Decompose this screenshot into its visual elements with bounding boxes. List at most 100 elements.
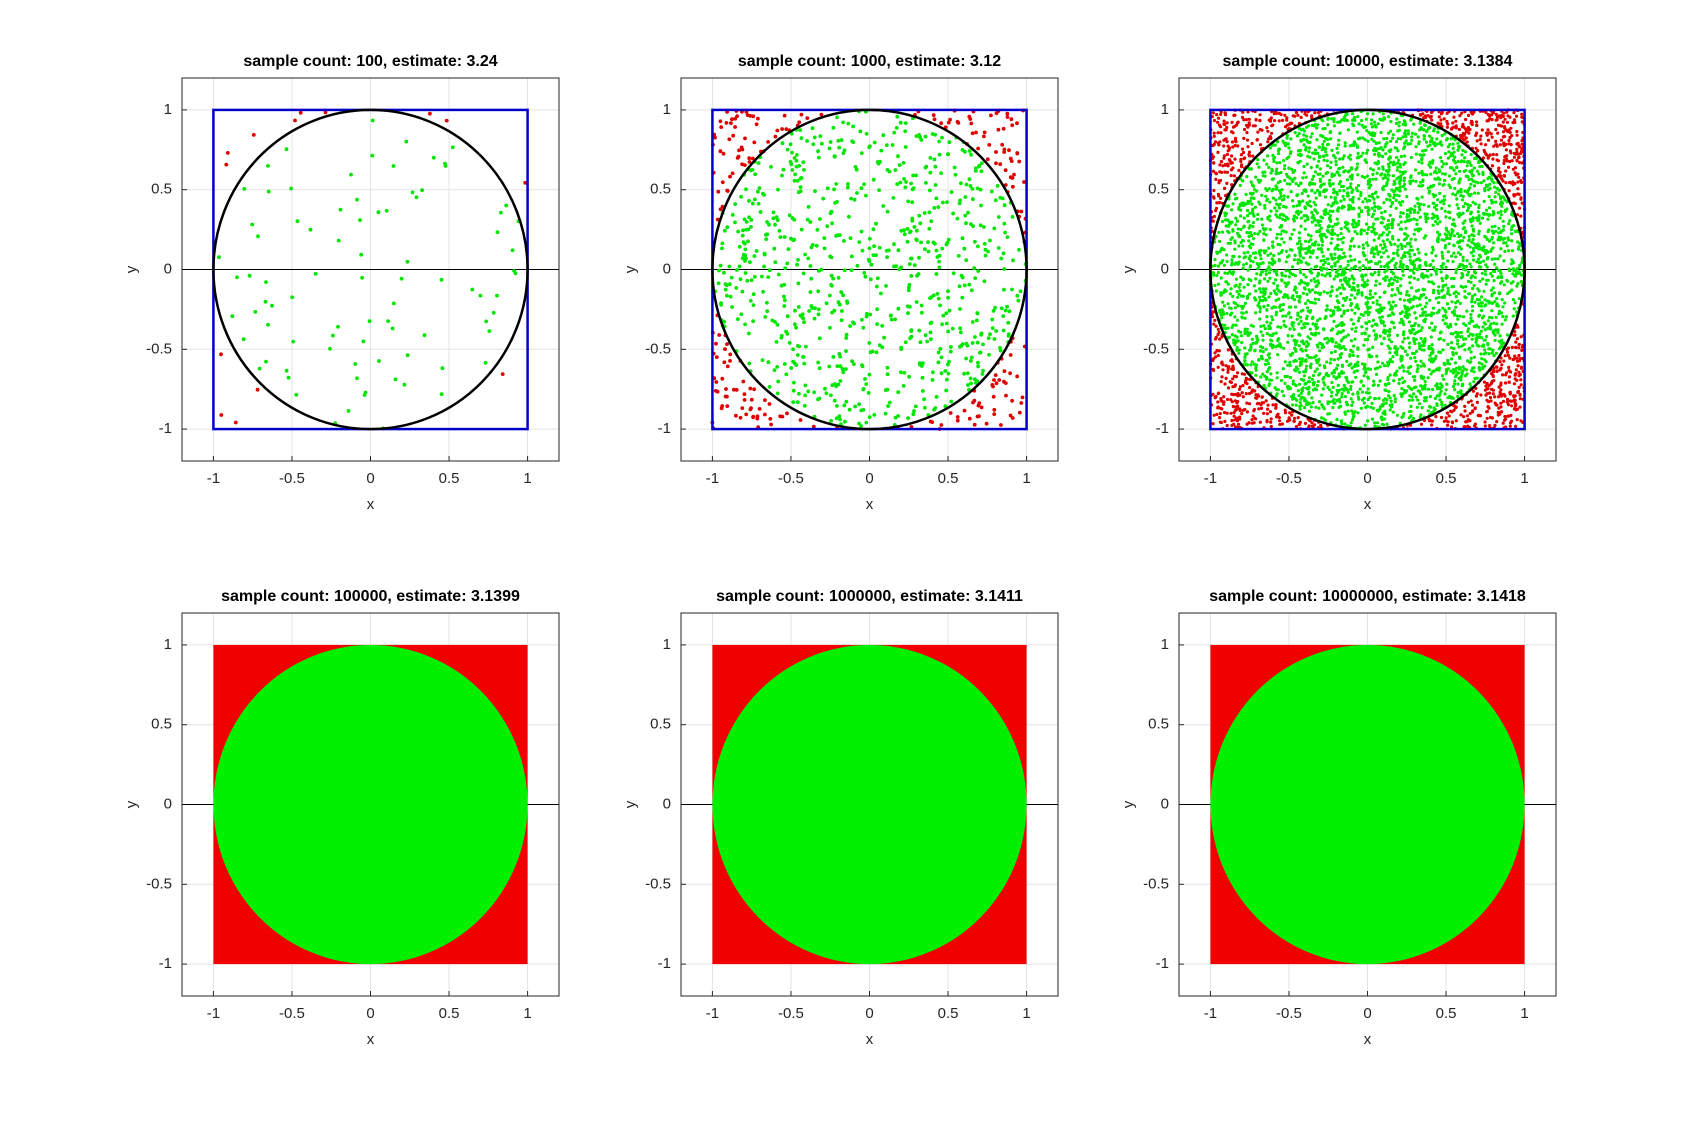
sample-dot (1432, 129, 1436, 133)
sample-dot (1450, 166, 1454, 170)
sample-dot (1459, 247, 1463, 251)
sample-dot (1256, 304, 1260, 308)
sample-dot (1520, 161, 1524, 165)
sample-dot (805, 116, 810, 120)
sample-dot (1508, 399, 1512, 403)
sample-dot (1280, 249, 1284, 253)
sample-dot (1406, 234, 1410, 238)
sample-dot (1438, 141, 1442, 146)
sample-dot (1238, 289, 1242, 293)
sample-dot (1517, 353, 1521, 358)
sample-dot (1344, 118, 1348, 122)
sample-dot (860, 363, 864, 368)
sample-dot (1476, 257, 1480, 261)
sample-dot (778, 414, 783, 419)
sample-dot (1519, 366, 1523, 370)
sample-dot (1378, 260, 1382, 264)
sample-dot (1351, 400, 1355, 404)
sample-dot (923, 134, 928, 139)
sample-dot (734, 388, 739, 392)
sample-dot (832, 187, 836, 192)
sample-dot (1325, 341, 1329, 345)
sample-dot (1396, 288, 1400, 292)
sample-dot (1514, 424, 1518, 428)
sample-dot (917, 213, 922, 218)
sample-dot (938, 347, 943, 351)
sample-dot (875, 322, 879, 326)
sample-dot (1284, 325, 1288, 329)
sample-dot (1326, 247, 1330, 251)
sample-dot (877, 245, 882, 250)
sample-dot (1317, 331, 1321, 335)
sample-dot (964, 258, 969, 262)
sample-dot (1332, 319, 1336, 323)
sample-dot (835, 115, 839, 120)
sample-dot (941, 200, 945, 205)
sample-dot (984, 421, 989, 426)
sample-dot (1288, 176, 1292, 180)
sample-dot (1260, 270, 1264, 274)
sample-dot (1460, 384, 1464, 388)
sample-dot (928, 330, 933, 335)
sample-dot (1445, 302, 1450, 306)
sample-dot (908, 229, 913, 234)
sample-dot (1416, 135, 1420, 139)
sample-dot (1386, 162, 1391, 166)
sample-dot (1491, 330, 1495, 334)
sample-dot (1499, 213, 1503, 217)
sample-dot (1514, 345, 1518, 350)
sample-dot (1236, 120, 1240, 124)
sample-dot (1468, 203, 1472, 208)
sample-dot (1461, 239, 1465, 243)
sample-dot (1302, 133, 1306, 137)
sample-dot (913, 404, 918, 409)
sample-dot (1464, 264, 1468, 269)
sample-dot (1283, 381, 1287, 385)
sample-dot (1424, 260, 1428, 265)
sample-dot (1414, 179, 1418, 183)
sample-dot (1418, 202, 1423, 206)
sample-dot (831, 355, 836, 359)
sample-dot (813, 306, 817, 311)
sample-dot (1309, 405, 1313, 409)
sample-dot (1384, 142, 1388, 146)
sample-dot (1409, 118, 1413, 122)
sample-dot (1480, 308, 1484, 313)
sample-dot (219, 352, 223, 357)
sample-dot (982, 279, 987, 284)
sample-dot (1240, 165, 1244, 169)
sample-dot (936, 205, 941, 210)
sample-dot (867, 145, 872, 150)
sample-dot (903, 340, 908, 345)
sample-dot (1339, 227, 1343, 231)
sample-dot (1475, 169, 1479, 173)
sample-dot (742, 217, 747, 222)
sample-dot (1277, 252, 1281, 256)
sample-dot (1267, 246, 1271, 250)
sample-dot (1424, 313, 1428, 318)
sample-dot (266, 322, 270, 327)
sample-dot (1308, 199, 1312, 203)
sample-dot (1321, 263, 1325, 267)
sample-dot (1264, 347, 1268, 351)
sample-dot (1393, 266, 1397, 270)
sample-dot (719, 125, 724, 129)
sample-dot (1266, 253, 1270, 257)
sample-dot (1506, 353, 1510, 357)
sample-dot (1000, 142, 1005, 147)
sample-dot (1310, 210, 1314, 214)
sample-dot (1280, 389, 1284, 393)
sample-dot (1241, 239, 1245, 243)
sample-dot (1417, 329, 1421, 333)
sample-dot (346, 409, 351, 413)
sample-dot (1381, 176, 1385, 180)
sample-dot (1343, 279, 1347, 283)
sample-dot (1284, 205, 1288, 209)
sample-dot (982, 242, 987, 246)
sample-dot (1245, 202, 1249, 206)
sample-dot (1278, 422, 1282, 427)
sample-dot (744, 412, 749, 417)
sample-dot (1484, 272, 1488, 276)
sample-dot (1282, 346, 1286, 350)
sample-dot (1301, 256, 1305, 260)
